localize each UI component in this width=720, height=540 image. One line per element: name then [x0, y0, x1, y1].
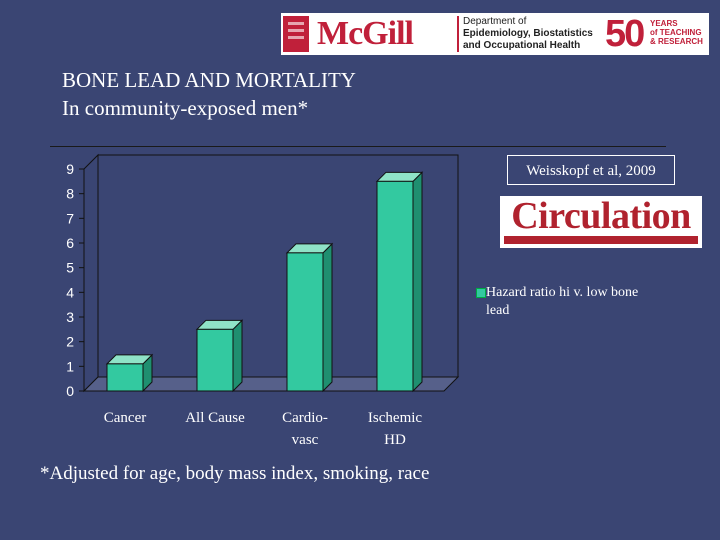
y-tick-label: 4 — [66, 284, 74, 300]
mcgill-banner: McGill Department of Epidemiology, Biost… — [281, 13, 709, 55]
x-category-label: Cancer — [104, 410, 146, 426]
y-tick-label: 2 — [66, 334, 74, 350]
bar-side — [412, 171, 423, 393]
y-tick-label: 5 — [66, 260, 74, 276]
circulation-journal-logo: Circulation — [500, 196, 702, 248]
x-category-label: HD — [384, 432, 406, 448]
x-category-label: Cardio- — [282, 410, 328, 426]
anniversary-line: of TEACHING — [650, 28, 702, 37]
bar — [376, 180, 414, 392]
x-category-label: All Cause — [185, 410, 245, 426]
y-tick-label: 8 — [66, 186, 74, 202]
bar-side — [322, 242, 333, 393]
y-tick-label: 1 — [66, 358, 74, 374]
department-name: Department of Epidemiology, Biostatistic… — [457, 16, 593, 52]
department-line: Department of — [463, 16, 527, 27]
citation-box: Weisskopf et al, 2009 — [507, 155, 675, 185]
slide-title: BONE LEAD AND MORTALITY In community-exp… — [62, 66, 356, 122]
chart-legend: Hazard ratio hi v. low bone lead — [470, 280, 642, 324]
mcgill-wordmark: McGill — [317, 15, 414, 52]
title-line-2: In community-exposed men* — [62, 96, 309, 120]
chart-floor — [82, 376, 460, 392]
legend-label: Hazard ratio hi v. low bone lead — [486, 285, 639, 318]
anniversary-number: 50 — [605, 13, 645, 55]
legend-swatch — [476, 288, 486, 298]
title-line-1: BONE LEAD AND MORTALITY — [62, 68, 356, 92]
journal-wordmark: Circulation — [511, 195, 691, 237]
mcgill-shield-icon — [283, 16, 309, 52]
bar — [106, 363, 144, 392]
chart-side-wall — [83, 153, 99, 393]
title-divider — [50, 146, 666, 147]
y-tick-label: 9 — [66, 161, 74, 177]
bar — [196, 328, 234, 392]
anniversary-line: YEARS — [650, 19, 678, 28]
department-line: and Occupational Health — [463, 40, 581, 51]
footnote: *Adjusted for age, body mass index, smok… — [40, 463, 430, 484]
bar — [286, 252, 324, 392]
department-line: Epidemiology, Biostatistics — [463, 28, 593, 39]
anniversary-line: & RESEARCH — [650, 37, 703, 46]
journal-subtitle-bar — [504, 236, 698, 244]
y-tick-label: 0 — [66, 383, 74, 399]
y-tick-label: 3 — [66, 309, 74, 325]
anniversary-text: YEARS of TEACHING & RESEARCH — [650, 19, 703, 46]
y-tick-label: 6 — [66, 235, 74, 251]
bar-side — [232, 319, 243, 393]
y-tick-label: 7 — [66, 210, 74, 226]
x-category-label: vasc — [292, 432, 319, 448]
x-category-label: Ischemic — [368, 410, 422, 426]
